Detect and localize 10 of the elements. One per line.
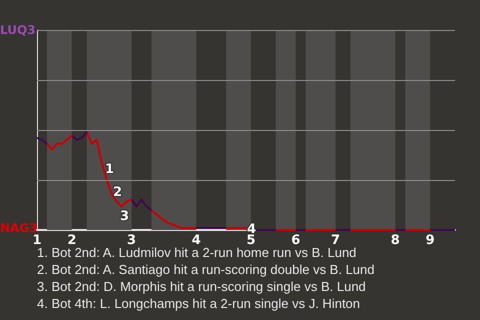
text: 3. Bot 2nd: D. Morphis hit a run-scoring single vs B. Lund <box>37 278 367 295</box>
x-tick-label: 8 <box>390 233 400 248</box>
text: LUQ3 <box>0 23 36 37</box>
annotation: NAG3 <box>0 221 38 235</box>
text: 2. Bot 2nd: A. Santiago hit a run-scoring double vs B. Lund <box>37 261 374 278</box>
x-tick-label: 9 <box>426 233 435 248</box>
annotation: 3 <box>120 209 130 224</box>
text: 4. Bot 4th: L. Longchamps hit a 2-run single vs J. Hinton <box>37 295 362 312</box>
annotation: 1 <box>105 162 114 177</box>
annotation: 2 <box>113 185 122 200</box>
